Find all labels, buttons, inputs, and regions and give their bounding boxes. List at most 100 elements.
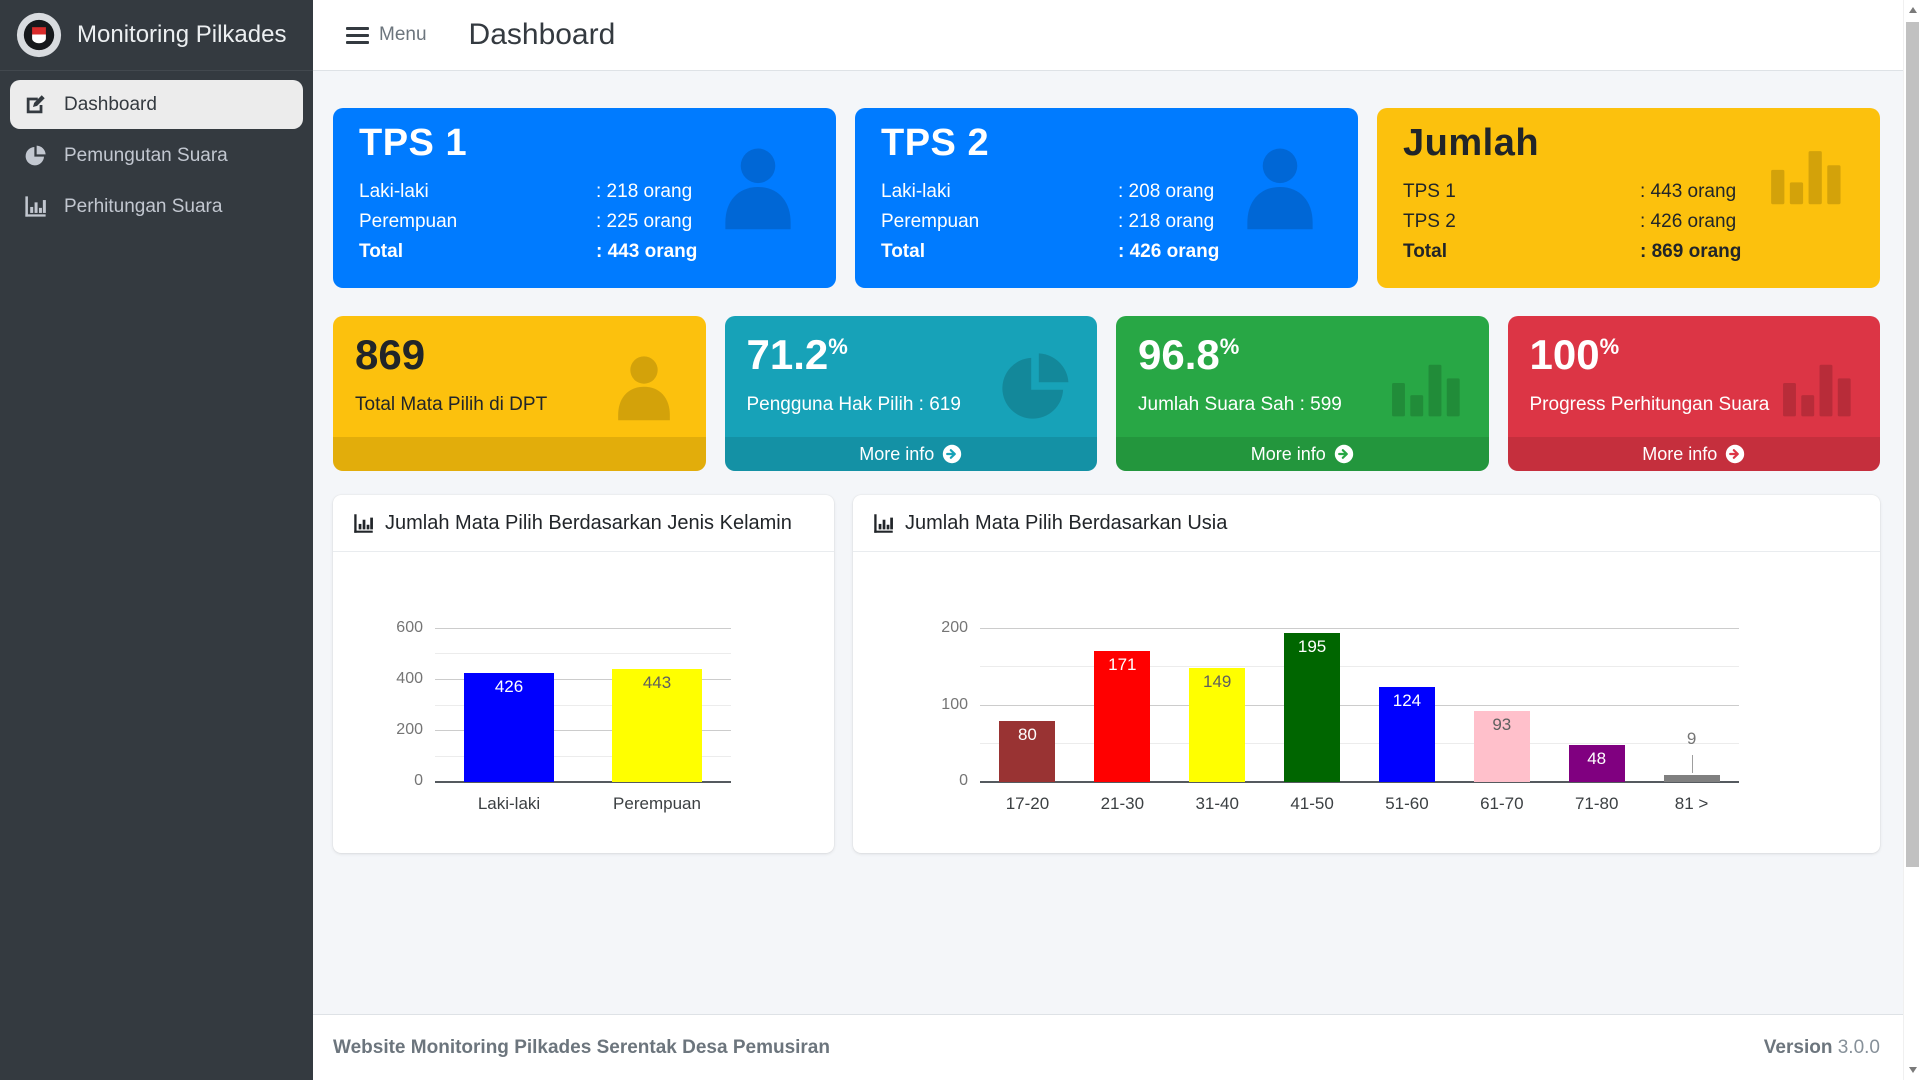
- scrollbar-thumb[interactable]: [1906, 22, 1919, 867]
- stat-box-footer: [333, 437, 706, 471]
- chart-card-0: Jumlah Mata Pilih Berdasarkan Jenis Kela…: [333, 495, 834, 853]
- info-card-row-label: Total: [881, 241, 925, 262]
- info-card-row-value: : 443 orang: [1640, 181, 1737, 202]
- footer-version-label: Version: [1763, 1036, 1833, 1058]
- chart-card-header: Jumlah Mata Pilih Berdasarkan Usia: [853, 495, 1880, 552]
- info-card-row: Laki-laki: 218 orang: [359, 177, 810, 207]
- topbar: Menu Dashboard: [313, 0, 1920, 71]
- stat-box-number: 869: [355, 331, 426, 378]
- arrow-circle-right-icon: [1725, 444, 1745, 464]
- edit-icon: [24, 93, 47, 116]
- chart-body: 0 200 400 600 426 Laki-laki 443 Perempuan: [333, 552, 834, 852]
- footer: Website Monitoring Pilkades Serentak Des…: [313, 1014, 1920, 1080]
- more-info-link[interactable]: More info: [724, 437, 1097, 471]
- stat-box-number: 96.8: [1138, 331, 1220, 378]
- stat-box-label: Total Mata Pilih di DPT: [355, 394, 548, 416]
- bars-container: 80 17-20 171 21-30 149 31-40 195 41-50 124 51-60 9…: [980, 629, 1739, 813]
- bar-value-label: 124: [1392, 691, 1422, 711]
- stat-box-3: 100% Progress Perhitungan Suara More info: [1507, 316, 1880, 471]
- footer-version: Version 3.0.0: [1764, 1037, 1880, 1059]
- stat-box-number: 100: [1529, 331, 1600, 378]
- bar-chart-icon: [1780, 348, 1856, 424]
- info-card-row-label: TPS 2: [1403, 211, 1456, 232]
- pie-chart-icon: [24, 144, 47, 167]
- info-card-row-value: : 218 orang: [596, 181, 693, 202]
- chart-title: Jumlah Mata Pilih Berdasarkan Jenis Kela…: [385, 511, 792, 534]
- menu-toggle-button[interactable]: Menu: [346, 24, 427, 46]
- bar-column-31-40: 149 31-40: [1170, 629, 1265, 813]
- stat-box-label: Pengguna Hak Pilih : 619: [746, 394, 961, 416]
- stat-box-number: 71.2: [746, 331, 829, 378]
- info-card-jumlah: Jumlah TPS 1: 443 orang TPS 2: 426 orang To…: [1377, 108, 1880, 288]
- page-title: Dashboard: [468, 18, 616, 51]
- bar-value-label: 48: [1587, 749, 1607, 769]
- brand-title: Monitoring Pilkades: [77, 21, 287, 48]
- arrow-circle-right-icon: [942, 444, 962, 464]
- plot-area: 0 100 200 80 17-20 171 21-30 149 31-40 195 41-50 12…: [941, 619, 1739, 813]
- vertical-scrollbar[interactable]: [1903, 0, 1920, 1080]
- stat-box-0: 869 Total Mata Pilih di DPT: [333, 316, 706, 471]
- info-card-row-label: Total: [359, 241, 403, 262]
- sidebar-item-perhitungan-suara[interactable]: Perhitungan Suara: [10, 182, 303, 231]
- y-axis-tick-label: 0: [959, 772, 968, 789]
- y-axis-tick-label: 200: [941, 619, 968, 636]
- bar-value-label: 80: [1017, 724, 1037, 744]
- stat-box-body: 96.8% Jumlah Suara Sah : 599: [1116, 316, 1489, 432]
- content: TPS 1 Laki-laki: 218 orang Perempuan: 225 …: [313, 71, 1920, 1014]
- chart-card-header: Jumlah Mata Pilih Berdasarkan Jenis Kela…: [333, 495, 834, 552]
- bar: [1378, 687, 1435, 782]
- info-card-row-label: Laki-laki: [881, 181, 951, 202]
- sidebar-item-label: Dashboard: [64, 93, 157, 115]
- sidebar-item-pemungutan-suara[interactable]: Pemungutan Suara: [10, 131, 303, 180]
- info-card-title: TPS 1: [359, 122, 468, 164]
- bar: [1473, 710, 1530, 782]
- bar-value-label: 149: [1203, 672, 1232, 692]
- stat-box-value: 71.2%: [746, 331, 1076, 378]
- bar-column-Perempuan: 443 Perempuan: [583, 629, 731, 813]
- hamburger-icon: [346, 26, 369, 44]
- x-axis-category-label: 71-80: [1574, 794, 1619, 813]
- bar-chart-icon: [1768, 134, 1846, 212]
- more-info-link[interactable]: More info: [1116, 437, 1489, 471]
- bar-value-label: 443: [642, 673, 672, 693]
- sidebar-item-dashboard[interactable]: Dashboard: [10, 80, 303, 129]
- info-card-row-label: Total: [1403, 241, 1447, 262]
- bar-value-label: 171: [1108, 655, 1137, 675]
- stat-box-value: 869: [355, 331, 684, 378]
- bar: [1284, 632, 1341, 782]
- person-icon: [606, 348, 682, 424]
- kpu-logo-icon: [16, 12, 62, 58]
- more-info-label: More info: [1250, 443, 1326, 464]
- tps-cards-row: TPS 1 Laki-laki: 218 orang Perempuan: 225 …: [333, 108, 1880, 288]
- bar: [1568, 745, 1625, 782]
- person-icon: [710, 138, 806, 234]
- footer-version-value: 3.0.0: [1837, 1036, 1880, 1058]
- x-axis-category-label: Perempuan: [613, 794, 701, 813]
- stat-box-percent-sign: %: [828, 334, 848, 359]
- stat-box-label: Jumlah Suara Sah : 599: [1138, 394, 1342, 416]
- y-axis-tick-label: 400: [396, 669, 423, 687]
- stat-boxes-row: 869 Total Mata Pilih di DPT 71.2% Pengguna …: [333, 316, 1880, 471]
- info-card-row-value: : 426 orang: [1640, 211, 1737, 232]
- scroll-up-button[interactable]: [1904, 0, 1920, 20]
- y-axis-tick-label: 200: [396, 720, 423, 738]
- info-card-row: Perempuan: 225 orang: [359, 207, 810, 237]
- scroll-up-icon: [1908, 7, 1917, 13]
- info-card-row-value: : 426 orang: [1118, 241, 1220, 262]
- info-card-row-label: Perempuan: [359, 211, 458, 232]
- x-axis-category-label: 81 >: [1674, 794, 1709, 813]
- scroll-down-button[interactable]: [1904, 1060, 1920, 1080]
- menu-toggle-label: Menu: [379, 24, 427, 45]
- more-info-link[interactable]: More info: [1507, 437, 1880, 471]
- bar-value-label: 426: [494, 677, 524, 697]
- x-axis-category-label: 51-60: [1385, 794, 1429, 813]
- bar: [1663, 775, 1720, 782]
- stat-box-body: 71.2% Pengguna Hak Pilih : 619: [725, 316, 1098, 432]
- sidebar: Monitoring Pilkades Dashboard Pemungutan …: [0, 0, 313, 1080]
- charts-row: Jumlah Mata Pilih Berdasarkan Jenis Kela…: [333, 495, 1880, 853]
- x-axis-category-label: 61-70: [1480, 794, 1524, 813]
- person-icon: [1232, 138, 1328, 234]
- stat-box-label: Progress Perhitungan Suara: [1529, 394, 1770, 416]
- sidebar-nav: Dashboard Pemungutan Suara Perhitungan Sua…: [0, 71, 313, 242]
- bar-chart-icon: [1389, 348, 1465, 424]
